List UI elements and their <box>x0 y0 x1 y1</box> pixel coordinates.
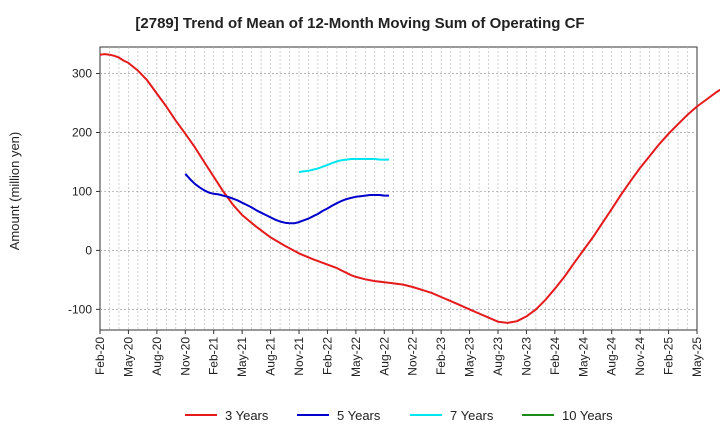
y-tick-label: -100 <box>68 302 92 316</box>
legend-label: 5 Years <box>337 408 381 423</box>
y-tick-label: 100 <box>72 184 92 198</box>
x-tick-label: Aug-20 <box>150 337 164 376</box>
x-tick-label: Aug-24 <box>605 337 619 376</box>
series-line-7-years <box>298 158 389 173</box>
legend-label: 3 Years <box>225 408 269 423</box>
legend-label: 10 Years <box>562 408 613 423</box>
chart-title: [2789] Trend of Mean of 12-Month Moving … <box>135 15 584 32</box>
x-tick-label: May-20 <box>121 337 135 377</box>
y-tick-label: 0 <box>85 243 92 257</box>
x-tick-label: Feb-25 <box>662 337 676 375</box>
plot-area <box>99 46 698 331</box>
x-tick-label: Feb-23 <box>434 337 448 375</box>
series-line-3-years <box>99 53 720 324</box>
legend-label: 7 Years <box>450 408 494 423</box>
x-tick-label: May-25 <box>690 337 704 377</box>
x-tick-label: Feb-24 <box>548 337 562 375</box>
x-tick-label: Aug-22 <box>377 337 391 376</box>
x-tick-label: May-24 <box>576 337 590 377</box>
x-tick-label: Nov-20 <box>178 337 192 376</box>
x-tick-label: May-22 <box>349 337 363 377</box>
x-tick-label: Nov-24 <box>633 337 647 376</box>
x-tick-label: May-23 <box>463 337 477 377</box>
x-tick-label: Nov-23 <box>519 337 533 376</box>
x-tick-label: Feb-21 <box>207 337 221 375</box>
x-tick-label: Nov-21 <box>292 337 306 376</box>
x-tick-label: Nov-22 <box>406 337 420 376</box>
x-tick-label: Aug-23 <box>491 337 505 376</box>
x-tick-label: Aug-21 <box>264 337 278 376</box>
y-tick-label: 200 <box>72 125 92 139</box>
series-line-5-years <box>184 173 389 225</box>
y-axis-label: Amount (million yen) <box>7 132 22 251</box>
y-tick-label: 300 <box>72 67 92 81</box>
x-tick-label: Feb-20 <box>93 337 107 375</box>
x-tick-label: Feb-22 <box>320 337 334 375</box>
x-tick-label: May-21 <box>235 337 249 377</box>
